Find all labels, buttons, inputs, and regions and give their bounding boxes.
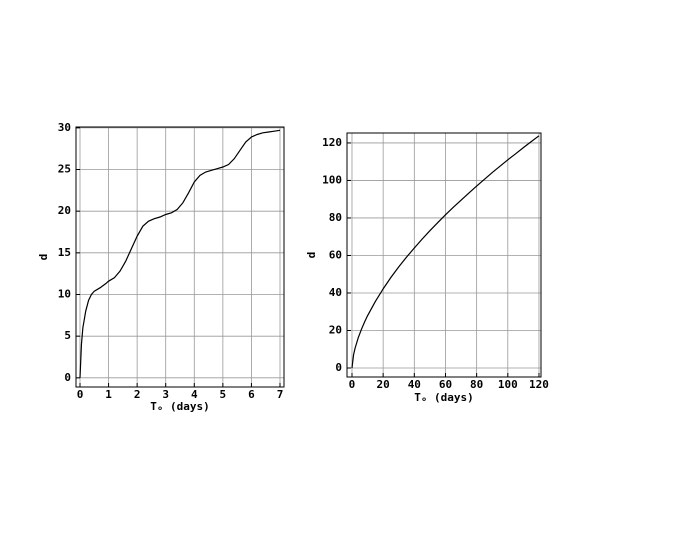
y-tick-label: 100 [322,173,342,186]
x-tick-label: 60 [439,378,452,391]
x-tick-label: 4 [191,388,198,401]
plot-frame [75,126,285,388]
x-tick-label: 1 [105,388,112,401]
y-tick-label: 20 [329,323,342,336]
data-line [351,135,540,369]
x-axis-label: Tₒ (days) [150,400,210,413]
y-tick-label: 60 [329,248,342,261]
data-line [79,129,281,378]
y-tick-label: 40 [329,286,342,299]
x-tick-label: 80 [470,378,483,391]
y-tick-label: 0 [335,361,342,374]
y-tick-label: 15 [58,246,71,259]
y-tick-label: 30 [58,121,71,134]
y-tick-label: 120 [322,136,342,149]
y-axis-label: d [37,254,50,261]
x-tick-label: 40 [408,378,421,391]
x-tick-label: 3 [162,388,169,401]
y-tick-label: 5 [64,329,71,342]
x-tick-label: 100 [498,378,518,391]
y-tick-label: 0 [64,371,71,384]
x-tick-label: 0 [77,388,84,401]
x-tick-label: 0 [349,378,356,391]
y-tick-label: 25 [58,163,71,176]
x-tick-label: 6 [248,388,255,401]
x-tick-label: 5 [220,388,227,401]
x-tick-label: 120 [529,378,549,391]
x-tick-label: 20 [377,378,390,391]
x-tick-label: 2 [134,388,141,401]
plot-frame [346,132,542,378]
y-tick-label: 10 [58,288,71,301]
x-axis-label: Tₒ (days) [414,391,474,404]
y-tick-label: 80 [329,211,342,224]
y-tick-label: 20 [58,204,71,217]
x-tick-label: 7 [277,388,284,401]
y-axis-label: d [305,252,318,259]
